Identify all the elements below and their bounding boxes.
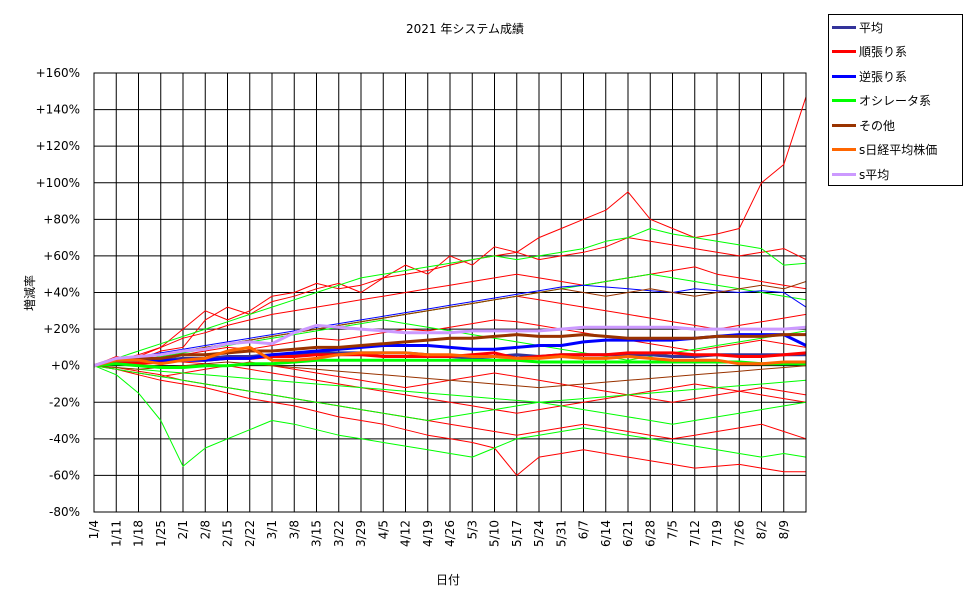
- x-tick-label: 2/22: [243, 520, 257, 547]
- x-tick-label: 7/5: [666, 520, 680, 539]
- x-tick-label: 2/1: [176, 520, 190, 539]
- legend-item: その他: [829, 113, 962, 138]
- y-tick-label: -20%: [49, 395, 80, 409]
- legend-item: s平均: [829, 162, 962, 187]
- x-tick-label: 5/31: [554, 520, 568, 547]
- x-tick-label: 7/12: [688, 520, 702, 547]
- x-tick-label: 6/21: [621, 520, 635, 547]
- legend-label: 逆張り系: [859, 69, 908, 84]
- y-tick-label: -40%: [49, 432, 80, 446]
- plot-grid: [93, 72, 807, 513]
- legend-swatch: [832, 50, 856, 54]
- legend-swatch: [832, 25, 856, 29]
- y-tick-label: +60%: [43, 249, 80, 263]
- x-tick-label: 4/12: [399, 520, 413, 547]
- series-line: [93, 237, 807, 367]
- series-line: [93, 333, 806, 368]
- x-tick-label: 6/28: [643, 520, 657, 547]
- legend-item: 平均: [829, 15, 962, 40]
- chart-legend: 平均順張り系逆張り系オシレータ系 その他 s日経平均株価 s平均: [828, 14, 963, 186]
- x-axis-label: 日付: [436, 573, 460, 587]
- x-tick-label: 1/11: [109, 520, 123, 547]
- legend-swatch: [832, 172, 856, 176]
- series-line: [93, 96, 807, 367]
- x-tick-label: 3/29: [354, 520, 368, 547]
- legend-swatch: [832, 99, 856, 103]
- y-tick-label: +40%: [43, 286, 80, 300]
- series-line: [93, 358, 806, 369]
- x-tick-label: 3/1: [265, 520, 279, 539]
- x-tick-label: 3/15: [310, 520, 324, 547]
- series-line: [93, 319, 807, 367]
- x-tick-label: 4/5: [376, 520, 390, 539]
- legend-label: オシレータ系: [859, 94, 932, 109]
- y-tick-label: +80%: [43, 212, 80, 226]
- y-tick-label: +160%: [36, 66, 80, 80]
- x-tick-label: 1/25: [154, 520, 168, 547]
- series-lines-minor: [93, 96, 807, 476]
- plot-area-border: [93, 72, 807, 513]
- x-tick-label: 3/8: [287, 520, 301, 539]
- y-tick-label: +20%: [43, 322, 80, 336]
- x-axis-ticks: 1/4 1/11 1/18 1/25 2/1 2/8 2/15 2/22 3/1 3/8 3/15 3…: [87, 520, 791, 547]
- series-lines-key: [93, 323, 807, 369]
- x-tick-label: 5/3: [465, 520, 479, 539]
- y-tick-label: +100%: [36, 176, 80, 190]
- series-line: [93, 365, 807, 467]
- legend-item: s日経平均株価: [829, 138, 962, 163]
- series-line: [93, 345, 806, 368]
- x-tick-label: 4/19: [421, 520, 435, 547]
- legend-label: s日経平均株価: [859, 143, 938, 158]
- x-tick-label: 6/14: [599, 520, 613, 547]
- x-tick-label: 8/2: [755, 520, 769, 539]
- x-tick-label: 1/4: [87, 520, 101, 539]
- x-tick-label: 3/22: [332, 520, 346, 547]
- y-axis-ticks: +160% +140% +120% +100% +80% +60% +40% +20% +0% -…: [36, 66, 80, 519]
- legend-label: 平均: [859, 20, 884, 35]
- legend-label: 順張り系: [859, 45, 908, 60]
- series-line: [93, 323, 807, 368]
- y-axis-label: 増減率: [22, 275, 37, 311]
- x-tick-label: 8/9: [777, 520, 791, 539]
- legend-swatch: [832, 123, 856, 127]
- x-tick-label: 6/7: [577, 520, 591, 539]
- x-tick-label: 4/26: [443, 520, 457, 547]
- x-tick-label: 5/10: [488, 520, 502, 547]
- y-tick-label: +0%: [51, 359, 80, 373]
- series-line: [93, 228, 807, 367]
- x-tick-label: 1/18: [132, 520, 146, 547]
- y-tick-label: -80%: [49, 505, 80, 519]
- series-line: [93, 284, 807, 367]
- x-tick-label: 2/8: [198, 520, 212, 539]
- series-line: [93, 365, 807, 403]
- x-tick-label: 5/24: [532, 520, 546, 547]
- x-tick-label: 2/15: [221, 520, 235, 547]
- legend-item: 順張り系: [829, 40, 962, 65]
- legend-swatch: [832, 148, 856, 152]
- series-line: [93, 365, 807, 425]
- legend-swatch: [832, 74, 856, 78]
- x-tick-label: 7/26: [732, 520, 746, 547]
- series-line: [93, 365, 806, 476]
- y-tick-label: -60%: [49, 468, 80, 482]
- legend-item: オシレータ系: [829, 89, 962, 114]
- legend-label: s平均: [859, 167, 890, 182]
- x-tick-label: 5/17: [510, 520, 524, 547]
- y-tick-label: +120%: [36, 139, 80, 153]
- chart-title: 2021 年システム成績: [406, 22, 524, 36]
- x-tick-label: 7/19: [710, 520, 724, 547]
- series-line: [93, 266, 807, 367]
- legend-item: 逆張り系: [829, 64, 962, 89]
- series-line: [93, 361, 807, 389]
- legend-label: その他: [859, 118, 896, 133]
- y-tick-label: +140%: [36, 103, 80, 117]
